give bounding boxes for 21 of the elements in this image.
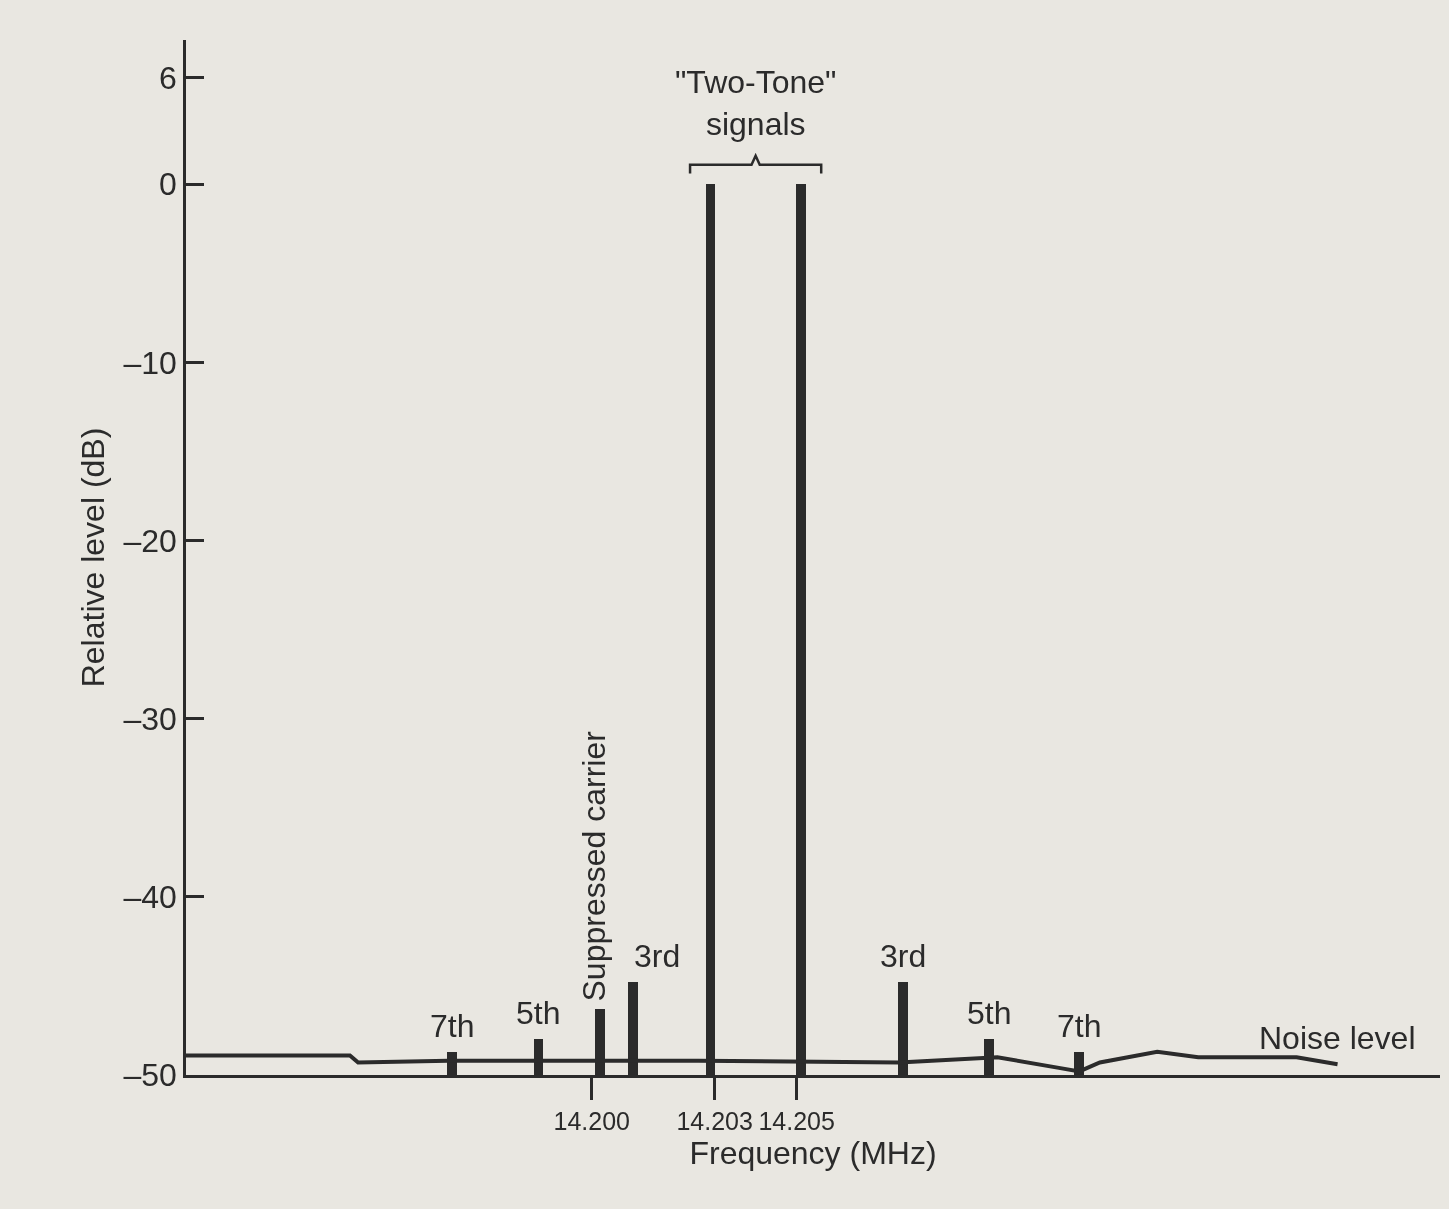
annotation: Suppressed carrier (576, 730, 613, 1002)
annotation: 7th (1057, 1008, 1102, 1044)
annotation: Noise level (1259, 1020, 1416, 1056)
y-tick-label: 0 (159, 166, 177, 203)
y-tick-label: –20 (123, 522, 177, 559)
y-tick-label: 6 (159, 59, 177, 96)
annotation: 5th (516, 995, 561, 1031)
y-tick-label: –40 (123, 879, 177, 916)
annotation: 7th (430, 1008, 475, 1044)
y-tick-label: –10 (123, 344, 177, 381)
x-tick-label: 14.200 (553, 1106, 630, 1135)
annotation: "Two-Tone" signals (675, 64, 837, 142)
x-tick-label: 14.205 (758, 1106, 835, 1135)
y-tick-label: –30 (123, 700, 177, 737)
x-tick-label: 14.203 (676, 1106, 753, 1135)
annotation: 3rd (880, 938, 927, 974)
y-axis-title: Relative level (dB) (74, 427, 111, 688)
annotation: 3rd (634, 938, 681, 974)
annotation: 5th (967, 995, 1012, 1031)
x-axis-title: Frequency (MHz) (689, 1134, 937, 1171)
y-tick-label: –50 (123, 1057, 177, 1094)
